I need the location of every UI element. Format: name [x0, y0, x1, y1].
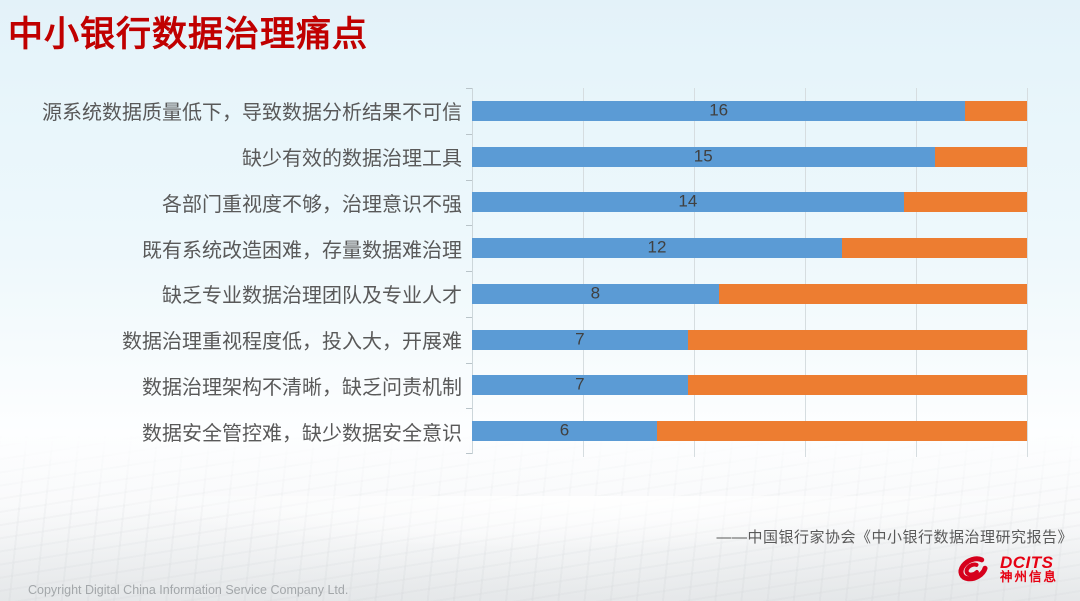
category-label: 源系统数据质量低下，导致数据分析结果不可信	[42, 102, 462, 125]
bar-track: 6	[472, 420, 1027, 442]
bar-segment-blue: 15	[472, 146, 935, 167]
bar-track: 15	[472, 146, 1027, 167]
dcits-logo: DCITS 神州信息	[951, 552, 1058, 586]
chart-row: 源系统数据质量低下，导致数据分析结果不可信 16	[0, 88, 1028, 134]
plot-gridline	[1027, 88, 1028, 457]
chart-row: 各部门重视度不够，治理意识不强 14	[0, 180, 1028, 226]
axis-tick	[466, 225, 472, 227]
bar-segment-blue: 14	[472, 191, 904, 213]
plot-gridline	[805, 88, 806, 457]
bar-segment-orange	[687, 375, 1027, 396]
bar-value-label: 6	[559, 420, 570, 440]
category-label: 数据治理架构不清晰，缺乏问责机制	[142, 376, 462, 399]
axis-tick	[466, 133, 472, 135]
bar-track: 14	[472, 191, 1027, 213]
category-label: 既有系统改造困难，存量数据难治理	[142, 239, 462, 262]
stacked-bar-chart: 源系统数据质量低下，导致数据分析结果不可信 16 缺少有效的数据治理工具 15 …	[0, 88, 1028, 457]
bar-segment-orange	[687, 329, 1027, 350]
category-label: 数据安全管控难，缺少数据安全意识	[142, 422, 462, 445]
chart-row: 数据治理架构不清晰，缺乏问责机制 7	[0, 363, 1028, 409]
category-label: 缺少有效的数据治理工具	[242, 148, 462, 171]
axis-tick	[466, 88, 472, 89]
axis-tick	[466, 179, 472, 181]
bar-segment-orange	[965, 100, 1027, 121]
chart-row: 数据治理重视程度低，投入大，开展难 7	[0, 317, 1028, 363]
wave-tile-pattern	[0, 432, 1080, 601]
bar-segment-blue: 7	[472, 374, 688, 396]
category-label: 数据治理重视程度低，投入大，开展难	[122, 331, 462, 354]
slide-title: 中小银行数据治理痛点	[8, 15, 369, 54]
axis-tick	[466, 271, 472, 272]
plot-gridline	[583, 88, 584, 457]
source-citation: ——中国银行家协会《中小银行数据治理研究报告》	[716, 529, 1073, 546]
bar-segment-blue: 12	[472, 237, 842, 259]
bar-value-label: 16	[709, 100, 729, 120]
bar-value-label: 15	[693, 146, 713, 166]
bar-value-label: 7	[575, 329, 585, 349]
bar-segment-orange	[903, 192, 1027, 213]
chart-row: 数据安全管控难，缺少数据安全意识 6	[0, 408, 1028, 454]
bar-value-label: 14	[678, 191, 698, 211]
bar-segment-blue: 16	[472, 100, 966, 121]
category-label: 各部门重视度不够，治理意识不强	[162, 193, 462, 216]
bar-value-label: 8	[590, 283, 601, 303]
bar-segment-orange	[842, 238, 1027, 259]
logo-swirl-icon	[951, 552, 995, 586]
bar-segment-orange	[718, 283, 1027, 304]
bar-value-label: 12	[647, 237, 667, 257]
bar-segment-orange	[657, 421, 1027, 442]
bar-segment-blue: 7	[472, 329, 688, 350]
bar-segment-blue: 6	[472, 420, 657, 442]
plot-gridline	[916, 88, 917, 457]
bar-track: 7	[472, 329, 1027, 350]
bar-value-label: 7	[575, 374, 585, 394]
chart-row: 缺少有效的数据治理工具 15	[0, 134, 1028, 180]
chart-row: 缺乏专业数据治理团队及专业人才 8	[0, 271, 1028, 317]
bar-track: 16	[472, 100, 1027, 121]
chart-rows: 源系统数据质量低下，导致数据分析结果不可信 16 缺少有效的数据治理工具 15 …	[0, 88, 1028, 454]
bar-segment-orange	[934, 146, 1027, 167]
chart-row: 既有系统改造困难，存量数据难治理 12	[0, 225, 1028, 271]
bar-segment-blue: 8	[472, 283, 719, 304]
bottom-wave-decoration	[0, 432, 1080, 601]
category-label: 缺乏专业数据治理团队及专业人才	[162, 285, 462, 308]
axis-tick	[466, 408, 472, 410]
axis-tick	[466, 453, 472, 454]
plot-area	[466, 88, 1028, 457]
bar-track: 12	[472, 237, 1027, 259]
logo-brand-text: DCITS	[999, 552, 1054, 572]
bar-track: 8	[472, 283, 1027, 304]
axis-tick	[466, 362, 472, 364]
copyright-text: Copyright Digital China Information Serv…	[28, 583, 349, 597]
plot-gridline	[694, 88, 695, 457]
axis-tick	[466, 316, 472, 318]
logo-brand-cn-text: 神州信息	[999, 570, 1058, 585]
bar-track: 7	[472, 374, 1027, 396]
